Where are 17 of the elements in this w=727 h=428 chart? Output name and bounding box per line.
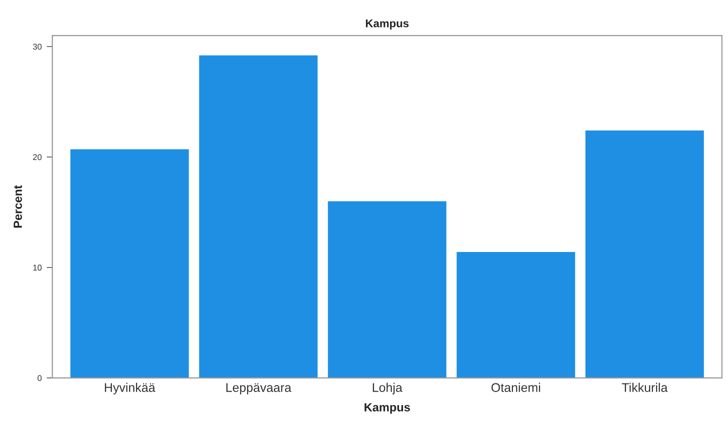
y-tick-label: 30	[32, 44, 42, 50]
bar	[328, 201, 446, 378]
x-tick-label: Hyvinkää	[104, 382, 156, 394]
y-axis-title: Percent	[14, 185, 22, 228]
x-axis-title: Kampus	[364, 403, 410, 414]
y-tick-label: 10	[33, 264, 42, 271]
x-tick-label: Lohja	[372, 382, 402, 394]
bar	[585, 130, 704, 378]
x-tick-label: Otaniemi	[491, 382, 540, 392]
bar	[456, 252, 576, 378]
x-tick-label: Leppävaara	[226, 383, 292, 394]
chart-title: Kampus	[366, 20, 409, 30]
y-tick-label: 20	[33, 154, 42, 160]
x-tick-label: Tikkurila	[622, 382, 668, 392]
bar	[70, 149, 189, 378]
bar	[199, 55, 318, 378]
y-tick-label: 0	[38, 375, 42, 382]
